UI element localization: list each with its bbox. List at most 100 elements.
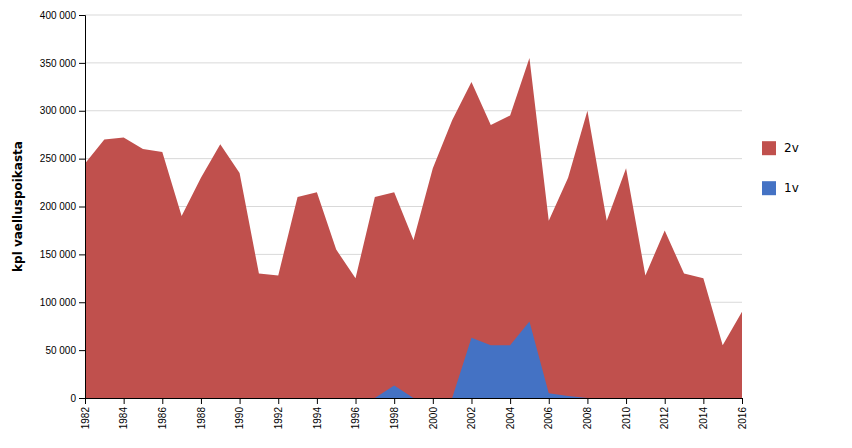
y-tick: 150 000 [40,249,85,260]
y-tick-mark [79,398,85,399]
x-tick-mark [471,398,472,404]
x-tick: 1984 [118,398,129,429]
legend-item: 2v [762,141,799,155]
x-tick-label: 1994 [312,407,323,430]
x-tick-label: 1992 [273,407,284,430]
y-axis-line [79,16,86,399]
area [85,58,742,398]
x-tick-label: 1988 [196,407,207,430]
legend-item: 1v [762,181,799,195]
x-tick: 2008 [582,398,593,429]
x-tick-label: 2002 [466,407,477,430]
legend-label: 1v [784,181,799,195]
x-tick-mark [85,398,86,404]
x-tick-mark [510,398,511,404]
x-tick-label: 1996 [350,407,361,430]
y-axis-title: kpl vaelluspoikasta [11,141,25,272]
x-tick: 1982 [80,398,91,429]
x-tick-label: 1984 [118,407,129,430]
x-tick: 1994 [312,398,323,429]
x-tick-label: 2010 [621,407,632,430]
grid-line [85,15,742,16]
x-tick-label: 1986 [157,407,168,430]
y-tick-mark [79,302,85,303]
y-tick-label: 0 [70,393,76,404]
y-tick-mark [79,254,85,255]
x-tick: 2002 [466,398,477,429]
x-tick: 2004 [505,398,516,429]
x-tick: 2006 [543,398,554,429]
x-tick: 1988 [196,398,207,429]
y-tick-mark [79,159,85,160]
y-tick-mark [79,350,85,351]
y-tick: 350 000 [40,58,85,69]
x-axis: 1982 1984 1986 1988 1990 1992 1994 1996 1998 2000… [80,398,748,429]
x-tick: 2010 [621,398,632,429]
areas [85,58,742,398]
legend-label: 2v [784,141,799,155]
y-tick-label: 250 000 [40,153,77,164]
x-tick-mark [356,398,357,404]
y-tick-label: 50 000 [45,345,76,356]
x-tick: 2014 [698,398,709,429]
x-tick: 2012 [659,398,670,429]
y-tick-mark [79,15,85,16]
grid-line [85,110,742,111]
x-tick: 1996 [350,398,361,429]
y-tick-label: 200 000 [40,201,77,212]
x-tick-mark [124,398,125,404]
x-axis-line [86,399,743,405]
y-tick-label: 100 000 [40,297,77,308]
x-tick-mark [394,398,395,404]
y-tick-label: 350 000 [40,58,77,69]
plot: 0 50 000 100 000 150 000 200 000 250 000 300 0… [40,10,748,430]
x-tick-label: 2000 [428,407,439,430]
x-tick-mark [665,398,666,404]
y-tick-label: 150 000 [40,249,77,260]
x-tick-label: 2014 [698,407,709,430]
y-tick-mark [79,63,85,64]
y-tick: 50 000 [45,345,85,356]
y-axis: 0 50 000 100 000 150 000 200 000 250 000 300 0… [40,10,86,404]
y-tick: 400 000 [40,10,85,21]
x-tick: 1992 [273,398,284,429]
x-tick-mark [626,398,627,404]
y-tick-mark [79,207,85,208]
x-tick-label: 2012 [659,407,670,430]
y-tick-label: 400 000 [40,10,77,21]
x-tick: 1986 [157,398,168,429]
x-tick-label: 1998 [389,407,400,430]
x-tick-label: 1990 [234,407,245,430]
x-tick-mark [703,398,704,404]
x-tick-mark [278,398,279,404]
x-tick-label: 2004 [505,407,516,430]
x-tick-mark [742,398,743,404]
grid-line [85,158,742,159]
chart: 0 50 000 100 000 150 000 200 000 250 000 300 0… [0,0,852,448]
x-tick: 1998 [389,398,400,429]
x-tick-label: 2008 [582,407,593,430]
area [85,321,742,398]
y-tick: 100 000 [40,297,85,308]
x-tick-label: 2016 [737,407,748,430]
y-tick: 250 000 [40,153,85,164]
legend-swatch [762,141,776,155]
x-tick: 2016 [737,398,748,429]
x-tick-mark [201,398,202,404]
legend: 2v 1v [762,141,799,195]
x-tick: 1990 [234,398,245,429]
y-tick-label: 300 000 [40,105,77,116]
x-tick-label: 1982 [80,407,91,430]
y-tick-mark [79,111,85,112]
y-tick: 200 000 [40,201,85,212]
x-tick-label: 2006 [543,407,554,430]
y-tick: 300 000 [40,105,85,116]
grid-line [85,62,742,63]
x-tick-mark [240,398,241,404]
x-tick-mark [317,398,318,404]
legend-swatch [762,181,776,195]
x-tick-mark [433,398,434,404]
x-tick-mark [162,398,163,404]
y-tick: 0 [70,393,85,404]
x-tick-mark [587,398,588,404]
